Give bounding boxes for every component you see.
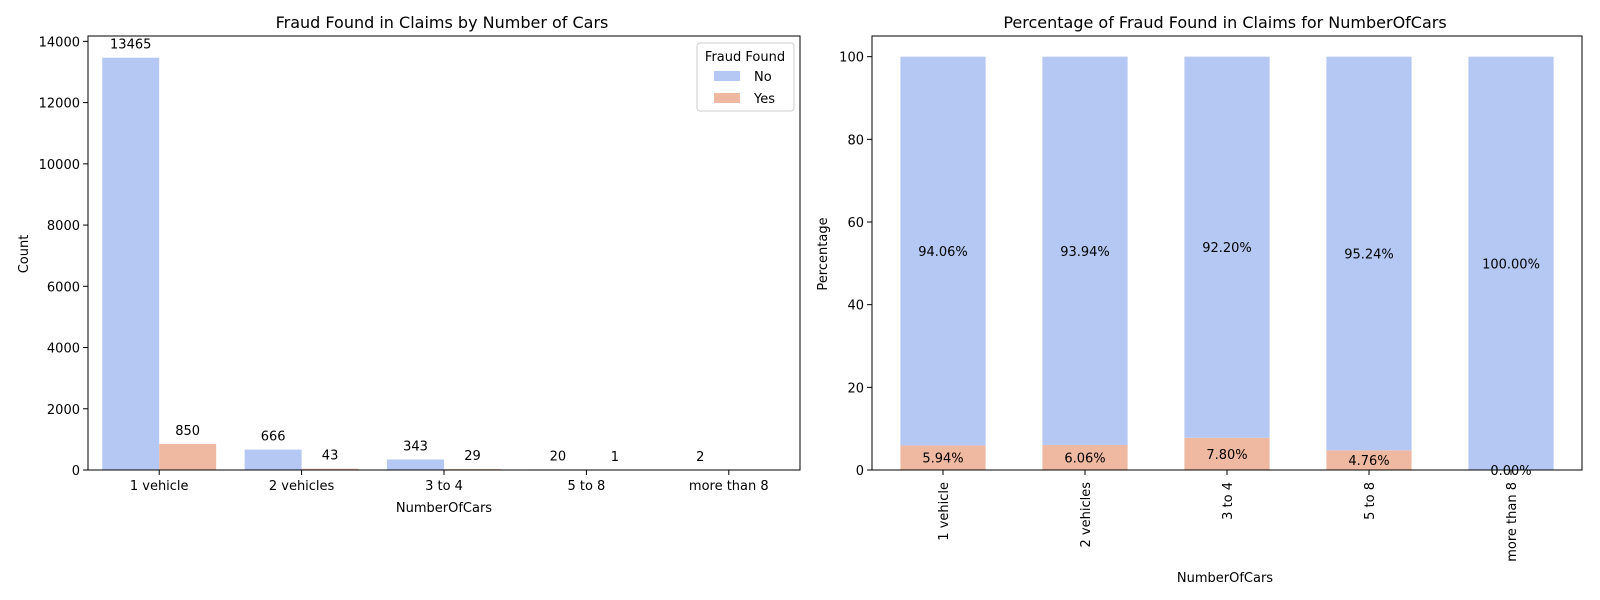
bar-no-3-to-4 xyxy=(1184,56,1270,438)
data-label-yes-more-than-8: 0.00% xyxy=(1490,464,1531,479)
chart2-data-labels: 5.94% 94.06% 6.06% 93.94% 7.80% 92.20% 4.76% 95… xyxy=(918,241,1540,479)
data-label-yes-3-to-4: 29 xyxy=(464,449,481,464)
x-tick-label-1-vehicle: 1 vehicle xyxy=(130,479,189,494)
y-tick-label: 6000 xyxy=(47,280,80,295)
chart1-y-axis-label: Count xyxy=(17,235,32,274)
count-chart: Fraud Found in Claims by Number of Cars … xyxy=(17,13,801,516)
bar-no-more-than-8 xyxy=(1468,56,1554,471)
data-label-no-2-vehicles: 666 xyxy=(261,430,286,445)
data-label-yes-1-vehicle: 850 xyxy=(175,424,200,439)
bar-yes-1-vehicle xyxy=(159,443,217,470)
y-tick-label: 4000 xyxy=(47,342,80,357)
y-tick-label: 14000 xyxy=(39,35,80,50)
chart2-x-ticks: 1 vehicle 2 vehicles 3 to 4 5 to 8 more than… xyxy=(937,470,1520,562)
y-tick-label: 8000 xyxy=(47,219,80,234)
bar-no-1-vehicle xyxy=(900,56,986,446)
chart2-x-axis-label: NumberOfCars xyxy=(1177,571,1273,586)
data-label-no-5-to-8: 95.24% xyxy=(1344,247,1394,262)
percentage-chart: Percentage of Fraud Found in Claims for … xyxy=(816,13,1583,586)
y-tick-label: 80 xyxy=(847,133,864,148)
chart2-y-axis-label: Percentage xyxy=(816,217,831,290)
bar-no-2-vehicles xyxy=(244,449,302,470)
x-tick-label-more-than-8: more than 8 xyxy=(689,479,769,494)
data-label-yes-3-to-4: 7.80% xyxy=(1206,448,1247,463)
chart1-legend: Fraud Found No Yes xyxy=(696,42,795,112)
legend-swatch-yes xyxy=(714,93,740,103)
bar-yes-3-to-4 xyxy=(1184,437,1270,470)
chart1-title: Fraud Found in Claims by Number of Cars xyxy=(276,13,609,32)
chart1-plot-frame xyxy=(87,35,801,471)
x-tick-label-3-to-4: 3 to 4 xyxy=(425,479,463,494)
chart2-y-ticks: 0 20 40 60 80 100 xyxy=(839,51,872,479)
bar-yes-2-vehicles xyxy=(301,468,359,470)
bar-yes-1-vehicle xyxy=(900,445,986,470)
y-tick-label: 12000 xyxy=(39,97,80,112)
data-label-no-1-vehicle: 13465 xyxy=(110,38,151,53)
y-tick-label: 20 xyxy=(847,381,864,396)
x-tick-label-1-vehicle: 1 vehicle xyxy=(937,482,952,541)
x-tick-label-5-to-8: 5 to 8 xyxy=(567,479,605,494)
bar-yes-5-to-8 xyxy=(1326,450,1412,470)
data-label-no-3-to-4: 92.20% xyxy=(1202,241,1252,256)
x-tick-label-more-than-8: more than 8 xyxy=(1505,482,1520,562)
y-tick-label: 2000 xyxy=(47,403,80,418)
x-tick-label-2-vehicles: 2 vehicles xyxy=(1079,482,1094,548)
chart1-bars xyxy=(102,57,729,470)
x-tick-label-5-to-8: 5 to 8 xyxy=(1363,482,1378,520)
legend-label-no: No xyxy=(754,70,772,85)
bar-no-2-vehicles xyxy=(1042,56,1128,445)
data-label-yes-5-to-8: 4.76% xyxy=(1348,454,1389,469)
chart1-x-axis-label: NumberOfCars xyxy=(396,501,492,516)
y-tick-label: 100 xyxy=(839,51,864,66)
data-label-no-more-than-8: 2 xyxy=(696,450,704,465)
y-tick-label: 60 xyxy=(847,216,864,231)
chart2-title: Percentage of Fraud Found in Claims for … xyxy=(1003,13,1446,32)
data-label-no-more-than-8: 100.00% xyxy=(1482,257,1540,272)
bar-no-5-to-8 xyxy=(1326,56,1412,451)
x-tick-label-2-vehicles: 2 vehicles xyxy=(269,479,335,494)
data-label-yes-1-vehicle: 5.94% xyxy=(922,452,963,467)
bar-yes-2-vehicles xyxy=(1042,444,1128,470)
chart1-data-labels: 13465 850 666 43 343 29 20 1 2 xyxy=(110,38,704,465)
legend-title: Fraud Found xyxy=(705,50,785,65)
y-tick-label: 40 xyxy=(847,299,864,314)
chart2-bars xyxy=(900,56,1554,471)
legend-swatch-no xyxy=(714,71,740,81)
chart2-plot-frame xyxy=(871,35,1583,471)
y-tick-label: 10000 xyxy=(39,158,80,173)
chart1-y-ticks: 0 2000 4000 6000 8000 10000 12000 14000 xyxy=(39,35,88,479)
y-tick-label: 0 xyxy=(72,464,80,479)
bar-no-3-to-4 xyxy=(387,459,444,470)
chart1-x-ticks: 1 vehicle 2 vehicles 3 to 4 5 to 8 more than… xyxy=(130,470,769,494)
data-label-no-1-vehicle: 94.06% xyxy=(918,245,968,260)
legend-label-yes: Yes xyxy=(753,92,775,107)
data-label-no-2-vehicles: 93.94% xyxy=(1060,245,1110,260)
bar-no-1-vehicle xyxy=(102,57,160,470)
x-tick-label-3-to-4: 3 to 4 xyxy=(1221,482,1236,520)
y-tick-label: 0 xyxy=(856,464,864,479)
data-label-yes-2-vehicles: 43 xyxy=(322,449,339,464)
data-label-yes-5-to-8: 1 xyxy=(611,450,619,465)
data-label-no-5-to-8: 20 xyxy=(550,449,567,464)
data-label-yes-2-vehicles: 6.06% xyxy=(1064,451,1105,466)
data-label-no-3-to-4: 343 xyxy=(403,439,428,454)
